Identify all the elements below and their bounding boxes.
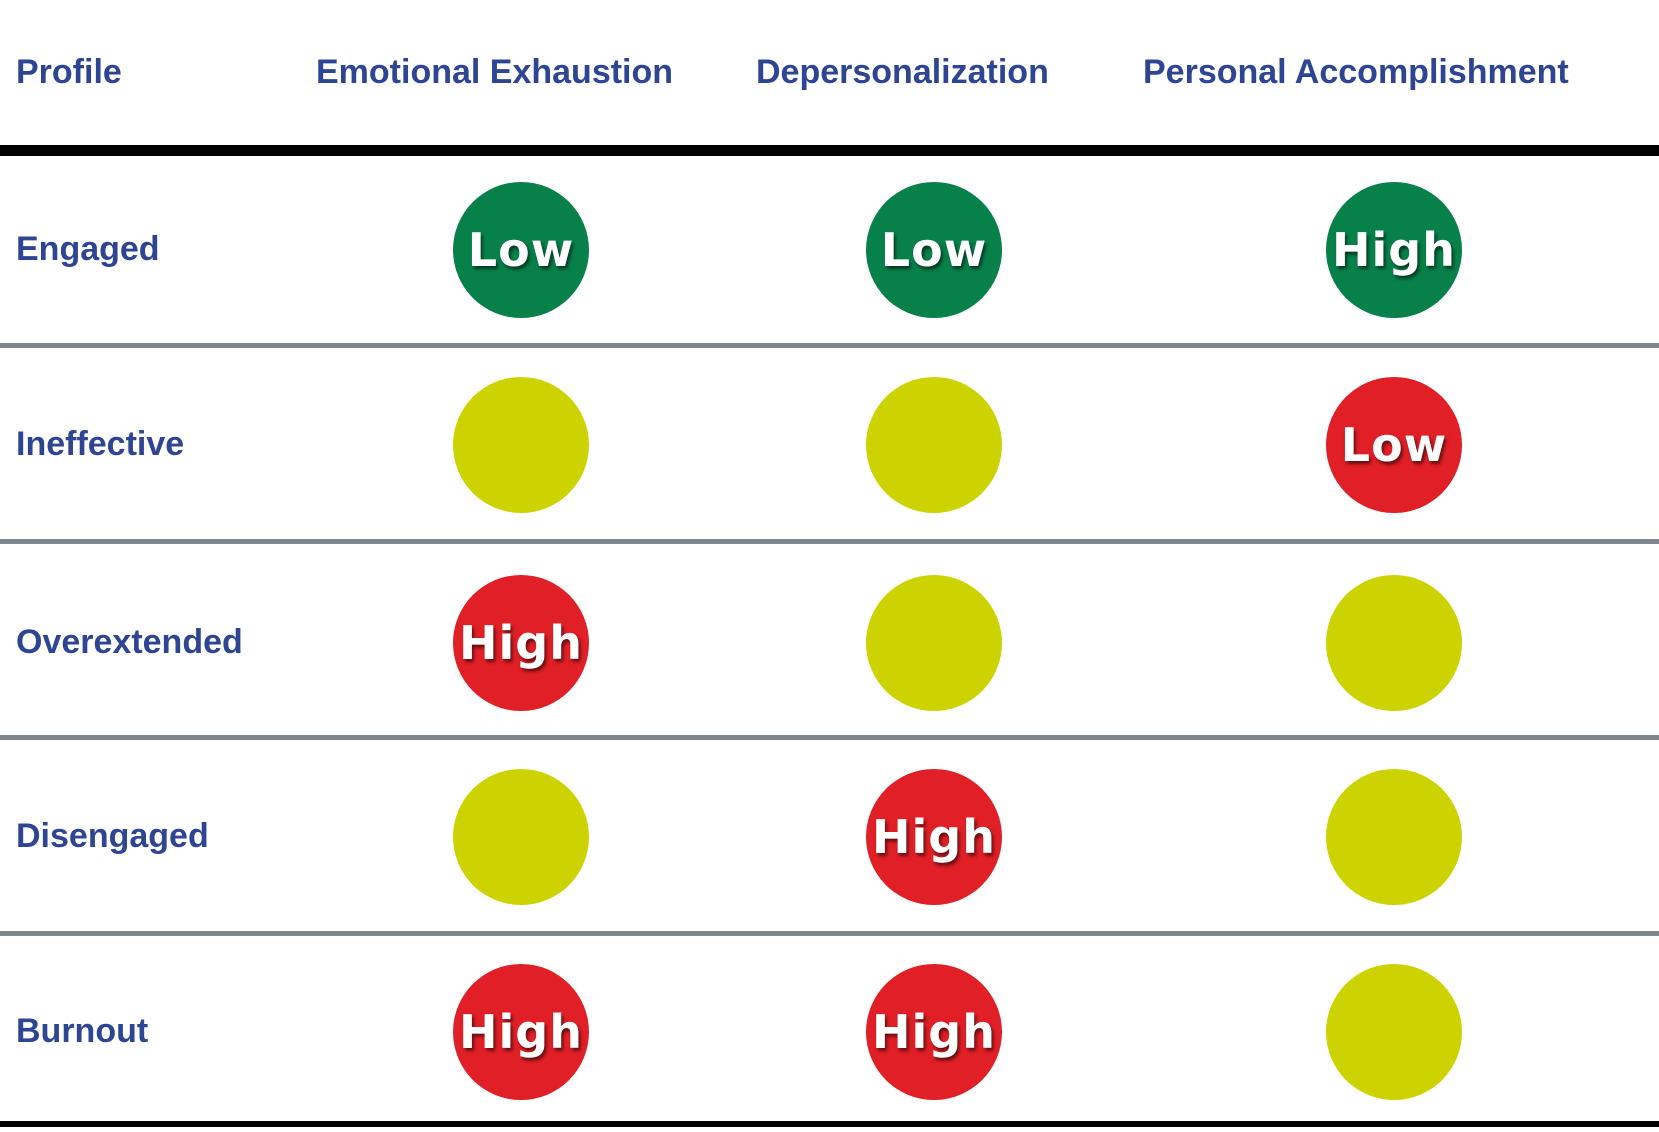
row-label-disengaged: Disengaged [16,817,209,855]
level-indicator [1326,575,1462,711]
header-depersonalization: Depersonalization [756,53,1049,91]
row-label-ineffective: Ineffective [16,425,185,463]
level-indicator [1326,769,1462,905]
level-indicator: High [453,964,589,1100]
level-indicator [866,377,1002,513]
level-indicator: Low [1326,377,1462,513]
level-indicator: High [1326,182,1462,318]
row-label-burnout: Burnout [16,1012,149,1050]
row-divider [0,343,1659,348]
row-divider [0,539,1659,544]
level-indicator [1326,964,1462,1100]
row-divider [0,931,1659,936]
level-indicator: High [453,575,589,711]
level-indicator [453,769,589,905]
level-indicator: Low [453,182,589,318]
header-rule [0,145,1659,156]
level-indicator: Low [866,182,1002,318]
row-label-engaged: Engaged [16,230,160,268]
bottom-rule [0,1121,1659,1127]
header-profile: Profile [16,53,122,91]
row-divider [0,735,1659,740]
level-indicator: High [866,964,1002,1100]
level-indicator [866,575,1002,711]
level-indicator [453,377,589,513]
level-indicator: High [866,769,1002,905]
header-personal-accomplishment: Personal Accomplishment [1143,53,1569,91]
row-label-overextended: Overextended [16,623,243,661]
header-emotional-exhaustion: Emotional Exhaustion [316,53,674,91]
